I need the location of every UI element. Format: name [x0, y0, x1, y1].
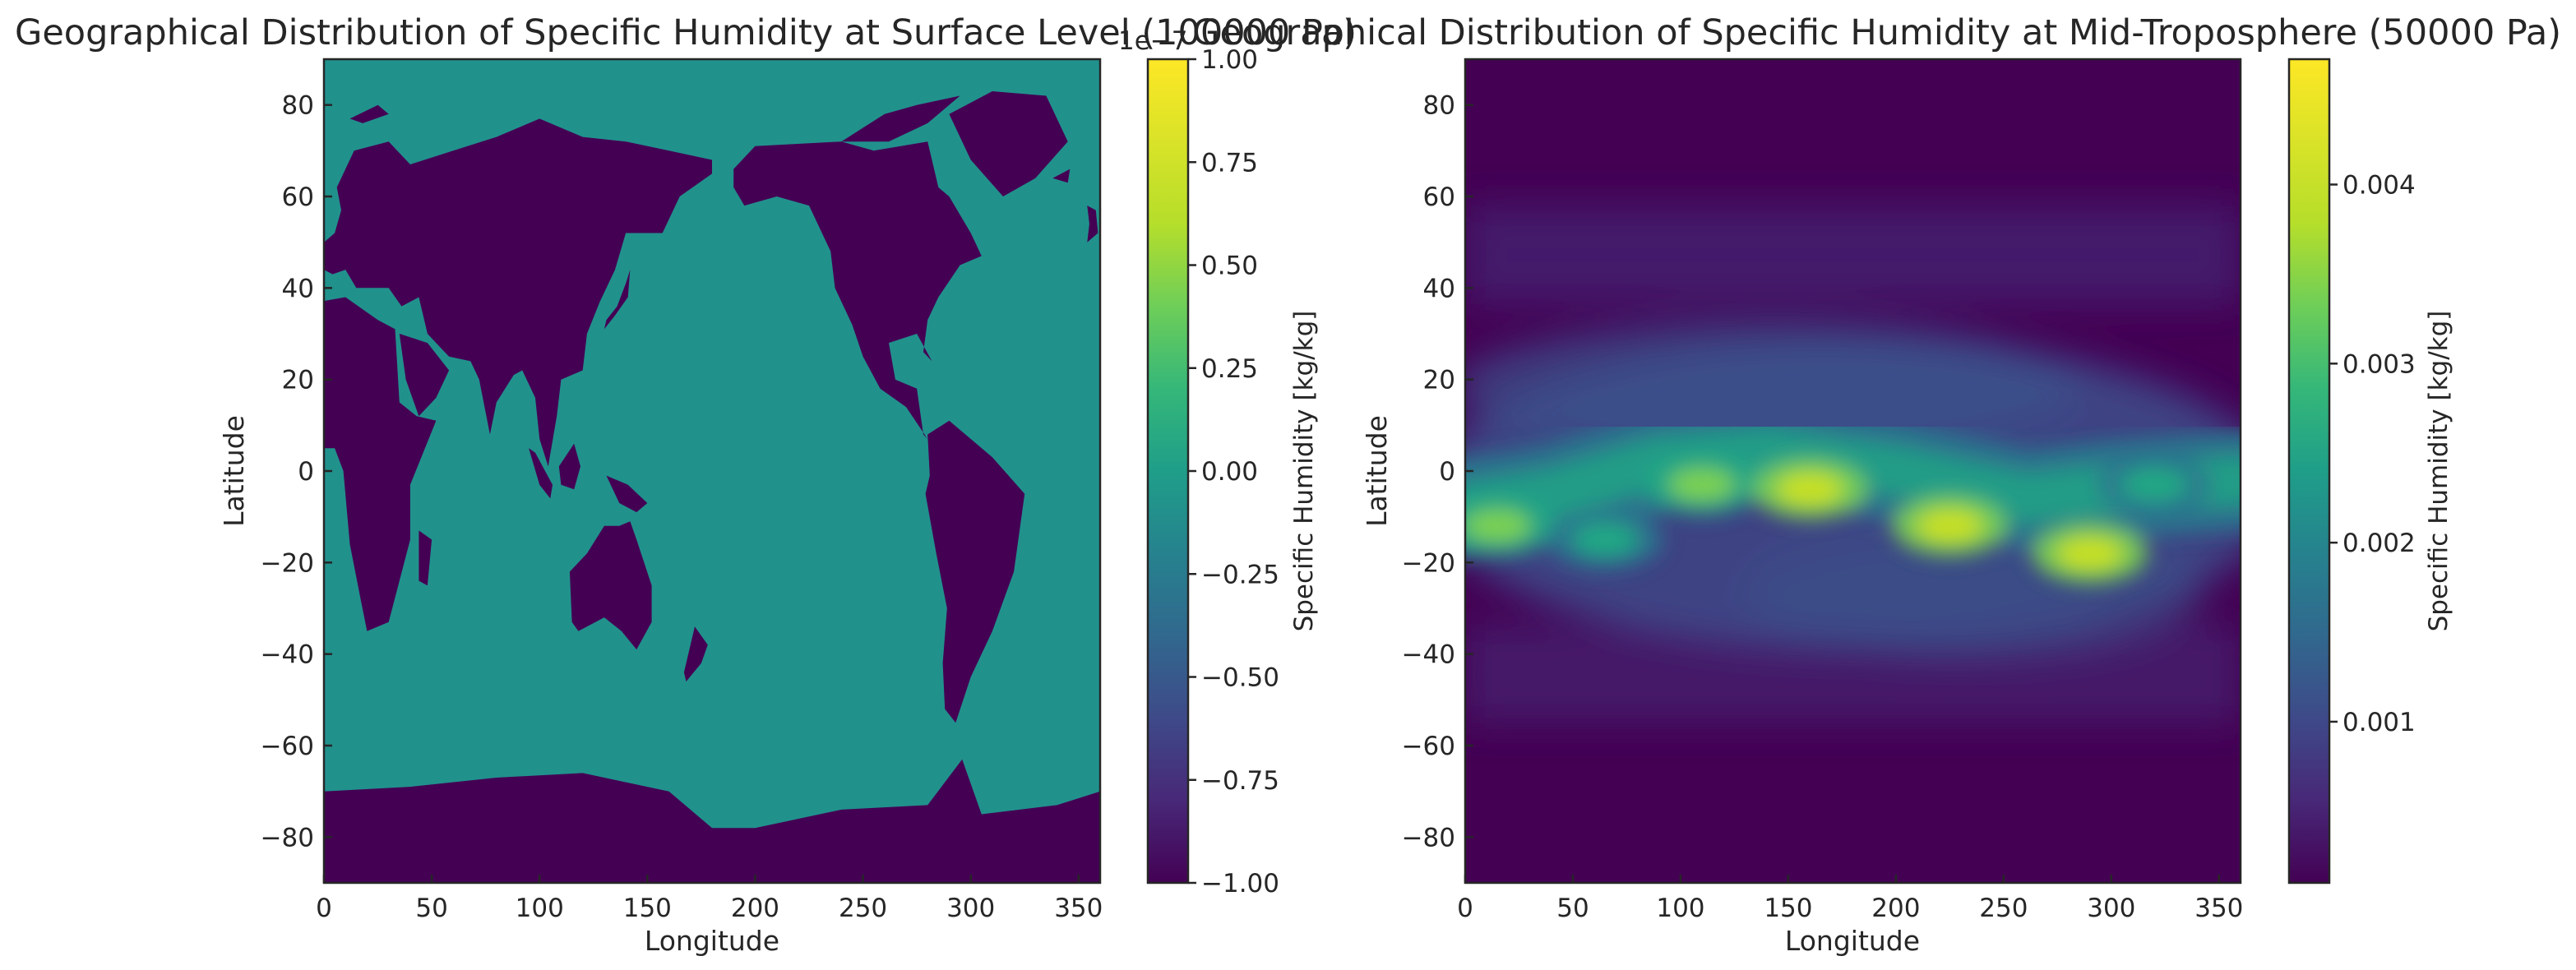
colorbar-mid [2289, 59, 2329, 883]
moisture-peak [2056, 537, 2123, 570]
x-tick-label-mid: 50 [1556, 894, 1589, 923]
y-tick-label-surface: −40 [261, 640, 314, 670]
mid-troposphere-humidity-panel: 0 50 100 150 200 250 300 350 806040200−20−40−60… [1192, 12, 2561, 957]
moist-band [1465, 403, 2241, 584]
land-region [529, 448, 553, 499]
colorbar-surface [1148, 59, 1188, 883]
moisture-peak [1777, 473, 1843, 506]
y-tick-label-mid: 80 [1423, 91, 1455, 121]
colorbar-label-surface: Specific Humidity [kg/kg] [1289, 311, 1319, 632]
y-tick-label-surface: 60 [282, 182, 314, 212]
y-tick-label-surface: 40 [282, 274, 314, 303]
y-axis-ticks-surface: 80 60 40 20 0 −20 −40 −60 −80 [261, 91, 332, 852]
x-tick-label-surface: 50 [415, 894, 447, 923]
moist-belt-core [1465, 427, 2241, 533]
colorbar-tick-label-surface: −1.00 [1201, 869, 1279, 898]
moisture-peak [1572, 523, 1639, 557]
colorbar-label-mid: Specific Humidity [kg/kg] [2424, 311, 2453, 632]
colorbar-tick-label-surface: 0.00 [1201, 457, 1258, 487]
colorbar-tick-label-surface: −0.75 [1201, 766, 1279, 796]
y-axis-label-surface: Latitude [218, 415, 250, 527]
x-tick-label-mid: 350 [2194, 894, 2243, 923]
y-tick-label-surface: 20 [282, 366, 314, 395]
chart-title-mid: Geographical Distribution of Specific Hu… [1192, 12, 2561, 53]
x-tick-label-mid: 250 [1979, 894, 2028, 923]
land-region [419, 530, 432, 586]
colorbar-tick-label-surface: −0.50 [1201, 663, 1279, 693]
moisture-peak [1669, 468, 1736, 501]
x-tick-label-surface: 200 [731, 894, 779, 923]
colorbar-ticks-mid: 0.004 0.003 0.002 0.001 [2329, 170, 2416, 737]
colorbar-offset-text: 1e−7 [1118, 26, 1188, 56]
colorbar-ticks-surface: 1.00 0.75 0.50 0.25 0.00 −0.25 −0.50 −0.75 −1.00 [1188, 45, 1279, 898]
colorbar-frame-mid [2287, 58, 2331, 885]
surface-humidity-panel: Geographical Distribution of Specific Hu… [15, 12, 1357, 957]
moisture-peak [1917, 509, 1983, 543]
x-tick-label-surface: 250 [839, 894, 887, 923]
x-tick-label-mid: 0 [1457, 894, 1473, 923]
land-region [324, 297, 437, 631]
x-tick-label-surface: 350 [1054, 894, 1103, 923]
colorbar-tick-label-mid: 0.001 [2342, 708, 2416, 737]
y-axis-ticks-mid: 80 60 40 20 0 −20 −40 −60 −80 [1402, 91, 1473, 852]
y-tick-label-mid: −40 [1402, 640, 1455, 670]
x-tick-label-surface: 100 [516, 894, 564, 923]
x-tick-label-surface: 300 [946, 894, 995, 923]
colorbar-tick-label-mid: 0.002 [2342, 529, 2416, 558]
surface-heatmap [324, 59, 1100, 883]
land-region [324, 759, 1100, 883]
mid-troposphere-heatmap [1465, 59, 2241, 883]
land-region [558, 443, 580, 490]
x-axis-ticks-surface: 0 50 100 150 200 250 300 350 [316, 875, 1103, 923]
x-tick-label-mid: 300 [2087, 894, 2135, 923]
y-tick-label-mid: 40 [1423, 274, 1455, 303]
colorbar-tick-label-surface: 0.75 [1201, 148, 1258, 178]
y-tick-label-surface: −60 [261, 732, 314, 761]
y-tick-label-mid: 60 [1423, 182, 1455, 212]
x-axis-label-surface: Longitude [645, 925, 779, 957]
land-region [399, 334, 450, 417]
y-tick-label-surface: −20 [261, 548, 314, 578]
y-tick-label-surface: −80 [261, 823, 314, 852]
colorbar-tick-label-surface: 0.50 [1201, 252, 1258, 281]
colorbar-tick-label-mid: 0.004 [2342, 170, 2416, 200]
land-region [1087, 206, 1098, 242]
land-region [733, 141, 982, 439]
y-tick-label-surface: 80 [282, 91, 314, 121]
x-tick-label-mid: 200 [1871, 894, 1920, 923]
y-tick-label-mid: −20 [1402, 548, 1455, 578]
land-region [683, 626, 708, 682]
x-tick-label-mid: 100 [1656, 894, 1704, 923]
colorbar-tick-label-surface: 0.25 [1201, 354, 1258, 384]
land-region [841, 95, 960, 142]
land-region [949, 91, 1068, 196]
land-region [1052, 169, 1071, 183]
x-axis-ticks-mid: 0 50 100 150 200 250 300 350 [1457, 875, 2243, 923]
colorbar-tick-label-mid: 0.003 [2342, 349, 2416, 379]
x-tick-label-surface: 0 [316, 894, 332, 923]
y-tick-label-mid: −60 [1402, 732, 1455, 761]
y-axis-label-mid: Latitude [1361, 415, 1393, 527]
y-tick-label-surface: 0 [298, 457, 314, 487]
land-mask [324, 91, 1100, 883]
land-region [569, 521, 652, 650]
chart-title-surface: Geographical Distribution of Specific Hu… [15, 12, 1357, 53]
moisture-peak [1465, 509, 1531, 543]
land-region [604, 270, 631, 330]
land-region [324, 118, 712, 467]
moisture-peak [2121, 468, 2188, 501]
x-tick-label-surface: 150 [623, 894, 672, 923]
land-region [349, 104, 389, 123]
y-tick-label-mid: 20 [1423, 366, 1455, 395]
x-axis-label-mid: Longitude [1785, 925, 1920, 957]
x-tick-label-mid: 150 [1764, 894, 1812, 923]
colorbar-tick-label-surface: 1.00 [1201, 45, 1258, 75]
land-region [606, 475, 648, 513]
colorbar-tick-label-surface: −0.25 [1201, 560, 1279, 589]
land-region [925, 420, 1025, 723]
y-tick-label-mid: 0 [1439, 457, 1455, 487]
y-tick-label-mid: −80 [1402, 823, 1455, 852]
